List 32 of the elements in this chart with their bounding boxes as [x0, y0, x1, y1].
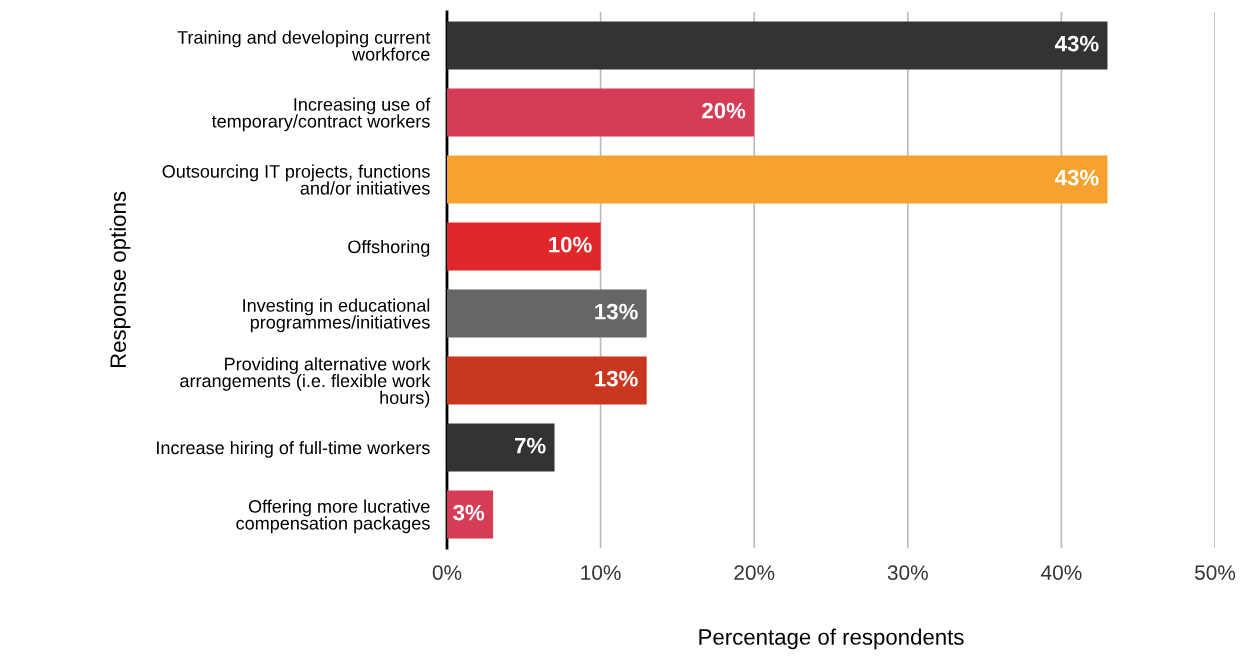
- x-tick-label: 30%: [887, 565, 928, 580]
- y-tick-label: Providing alternative work arrangements (i.e. flexible work hours): [180, 357, 431, 408]
- bar: [447, 356, 647, 405]
- data-label: 10%: [549, 236, 592, 253]
- x-axis-title: Percentage of respondents: [699, 628, 964, 650]
- data-label: 13%: [595, 370, 638, 387]
- y-tick-label: Offering more lucrative compensation packages: [236, 499, 430, 534]
- y-tick-label: Increase hiring of full-time workers: [157, 440, 430, 458]
- x-tick-label: 40%: [1041, 565, 1082, 580]
- bar: [447, 423, 555, 472]
- data-label: 13%: [595, 303, 638, 320]
- x-tick-label: 50%: [1194, 565, 1236, 580]
- data-label: 20%: [702, 102, 746, 119]
- y-tick-label: Investing in educational programmes/initiatives: [243, 298, 430, 333]
- bar: [447, 155, 1108, 204]
- bar: [447, 490, 494, 539]
- x-tick-label: 10%: [581, 565, 621, 580]
- y-tick-label: Offshoring: [348, 239, 430, 257]
- x-tick-label: 20%: [734, 565, 775, 580]
- bar: [447, 222, 601, 271]
- data-label: 3%: [453, 504, 485, 521]
- bar: [447, 21, 1108, 70]
- data-label: 7%: [515, 437, 546, 454]
- y-axis-title: Response options: [109, 191, 131, 368]
- data-label: 43%: [1055, 169, 1099, 186]
- bar: [447, 289, 647, 338]
- y-tick-label: Training and developing current workforce: [177, 30, 431, 61]
- y-tick-label: Outsourcing IT projects, functions and/or initiatives: [162, 164, 430, 195]
- data-label: 43%: [1055, 35, 1099, 52]
- x-tick-label: 0%: [432, 565, 462, 580]
- bar: [447, 88, 755, 137]
- y-tick-label: Increasing use of temporary/contract workers: [211, 97, 431, 132]
